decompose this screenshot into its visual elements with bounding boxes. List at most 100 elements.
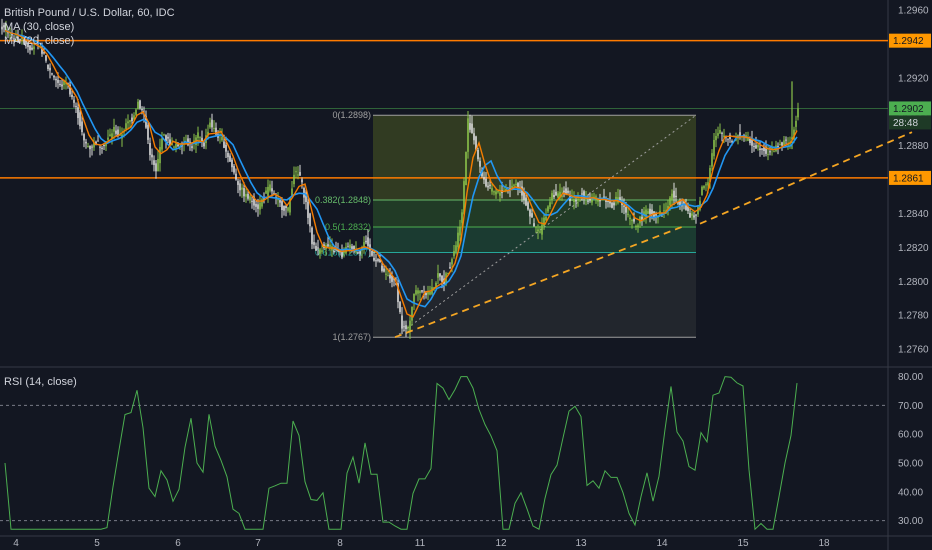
candle-body [511, 185, 513, 189]
rsi-legend[interactable]: RSI (14, close) [4, 376, 77, 388]
candle-body [63, 80, 65, 85]
candle-body [673, 190, 675, 198]
candle-body [701, 186, 703, 196]
candle-body [669, 197, 671, 206]
time-tick-label: 7 [255, 538, 261, 549]
candle-body [731, 141, 733, 143]
fib-level-label: 0.618(1.2817) [315, 247, 371, 257]
fib-level-label: 0.5(1.2832) [325, 222, 371, 232]
candle-body [405, 325, 407, 329]
candle-body [259, 202, 261, 210]
candle-body [135, 109, 137, 115]
candle-body [695, 214, 697, 216]
candle-body [229, 155, 231, 162]
candle-body [409, 320, 411, 333]
candle-body [243, 188, 245, 197]
candle-body [307, 201, 309, 218]
price-tag-current-bg [889, 101, 931, 116]
candle-body [625, 206, 627, 213]
candle-body [479, 160, 481, 167]
candle-body [201, 137, 203, 143]
candle-body [451, 259, 453, 265]
fibonacci-retracement[interactable]: 0(1.2898) 0.382(1.2848) 0.5(1.2832) 0.618(1… [315, 110, 697, 342]
candle-body [553, 194, 555, 198]
candle-body [761, 148, 763, 150]
candle-body [463, 181, 465, 215]
candle-body [389, 274, 391, 279]
trendlines[interactable] [394, 131, 913, 339]
candle-body [155, 163, 157, 172]
candle-body [117, 129, 119, 136]
candle-body [783, 140, 785, 145]
candle-body [499, 192, 501, 196]
price-tag-current: 1.2902 [893, 104, 924, 115]
candle-body [683, 201, 685, 204]
candle-body [207, 131, 209, 136]
candle-body [637, 225, 639, 228]
candle-body [287, 207, 289, 211]
candle-body [751, 139, 753, 146]
candle-body [481, 170, 483, 177]
candle-body [107, 137, 109, 140]
candle-body [635, 226, 637, 228]
candle-body [457, 232, 459, 247]
candle-body [597, 198, 599, 202]
candle-body [9, 34, 11, 36]
candle-body [573, 198, 575, 202]
candle-body [327, 244, 329, 247]
candle-body [623, 205, 625, 207]
candle-body [283, 205, 285, 211]
candle-body [359, 251, 361, 254]
candle-body [785, 139, 787, 141]
price-tick-label: 1.2800 [898, 277, 929, 288]
rsi-tick-label: 50.00 [898, 459, 923, 470]
candle-body [429, 291, 431, 295]
candle-body [777, 145, 779, 148]
candle-body [453, 251, 455, 257]
candle-body [365, 240, 367, 243]
candle-body [575, 200, 577, 202]
candle-body [85, 141, 87, 144]
candle-body [513, 184, 515, 186]
candle-body [475, 136, 477, 151]
ma30-legend[interactable]: MA (30, close) [4, 21, 75, 33]
time-tick-label: 14 [656, 538, 668, 549]
candle-body [203, 142, 205, 147]
candle-body [667, 205, 669, 210]
candle-body [235, 173, 237, 180]
candle-body [415, 290, 417, 295]
price-tick-label: 1.2920 [898, 73, 929, 84]
candle-body [397, 283, 399, 303]
candle-body [557, 193, 559, 198]
candle-body [249, 196, 251, 201]
price-tag-level-top-bg [889, 33, 931, 48]
candle-body [729, 134, 731, 140]
candle-body [491, 188, 493, 192]
candle-body [343, 250, 345, 253]
candle-body [459, 226, 461, 236]
candle-body [711, 153, 713, 167]
candle-body [237, 181, 239, 185]
candle-body [581, 193, 583, 195]
horizontal-levels[interactable] [0, 39, 888, 179]
candle-body [131, 117, 133, 122]
fib-level-label: 1(1.2767) [332, 332, 371, 342]
candle-body [305, 192, 307, 203]
candle-body [271, 188, 273, 192]
candle-body [619, 197, 621, 201]
candle-body [413, 293, 415, 304]
candle-body [707, 182, 709, 186]
candle-body [115, 130, 117, 134]
candle-body [111, 133, 113, 139]
candle-body [565, 188, 567, 194]
candle-body [13, 38, 15, 40]
candle-body [245, 193, 247, 197]
ma20-legend[interactable]: MA (20, close) [4, 35, 75, 47]
candle-body [697, 206, 699, 215]
price-tag-countdown: 28:48 [893, 118, 918, 129]
candle-body [419, 291, 421, 293]
candle-body [483, 177, 485, 180]
candle-body [81, 121, 83, 133]
